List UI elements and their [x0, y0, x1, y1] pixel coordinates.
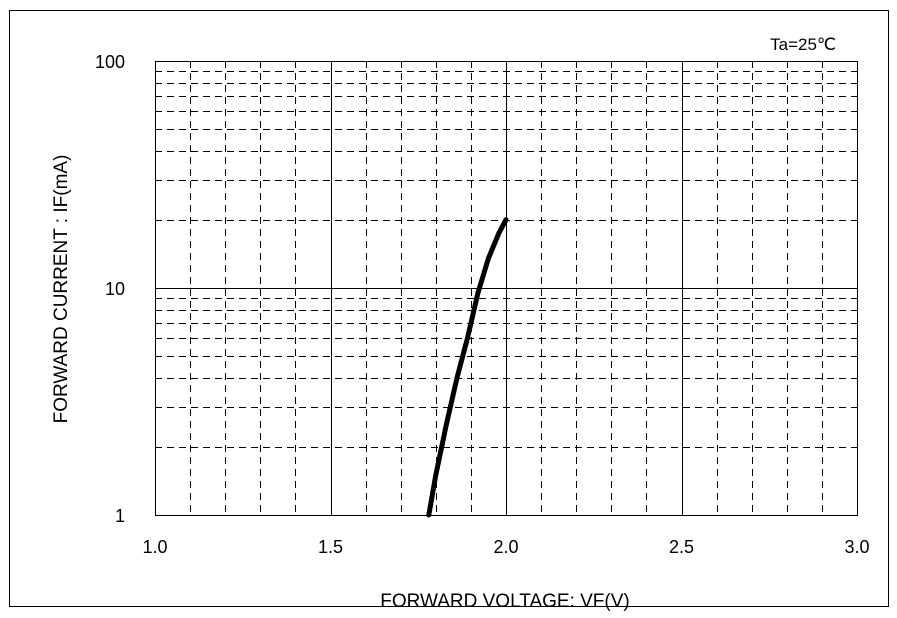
series-line [426, 217, 509, 518]
y-tick-label: 100 [95, 52, 125, 72]
x-tick-label: 2.0 [493, 537, 518, 557]
x-tick-label: 1.0 [142, 537, 167, 557]
outer-frame [9, 10, 889, 607]
series-layer [426, 217, 509, 518]
x-tick-labels: 1.0 1.5 2.0 2.5 3.0 [142, 537, 869, 557]
y-axis-label: FORWARD CURRENT : IF(mA) [51, 155, 72, 424]
annotation-temperature: Ta=25℃ [770, 35, 836, 54]
plot-area-border [155, 61, 858, 516]
x-tick-label: 2.5 [669, 537, 694, 557]
y-tick-labels: 1 10 100 [95, 52, 125, 526]
y-tick-label: 10 [105, 279, 125, 299]
y-tick-label: 1 [115, 506, 125, 526]
x-axis-label: FORWARD VOLTAGE: VF(V) [380, 591, 629, 612]
grid [155, 61, 857, 515]
x-tick-label: 1.5 [318, 537, 343, 557]
x-tick-label: 3.0 [844, 537, 869, 557]
